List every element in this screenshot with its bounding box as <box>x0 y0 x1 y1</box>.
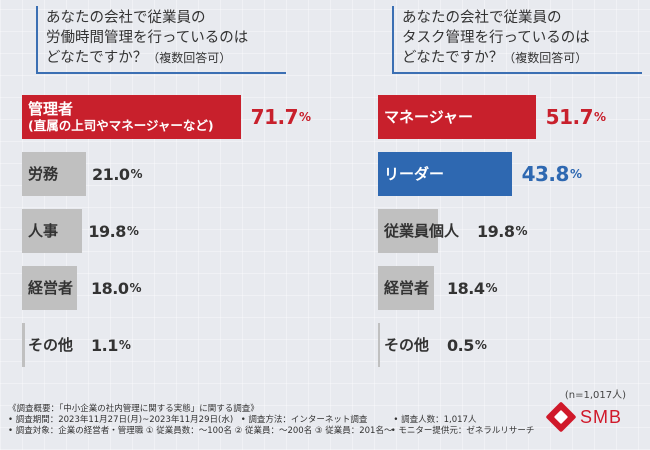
footer-provider: • モニター提供元：ゼネラルリサーチ <box>390 426 535 436</box>
bar-row: 経営者 18.0% <box>22 266 302 310</box>
value-unit: % <box>126 224 139 238</box>
value-label: 19.8% <box>88 209 139 253</box>
value-unit: % <box>299 110 312 124</box>
value-label: 18.4% <box>447 266 498 310</box>
bar-row: 管理者 (直属の上司やマネージャーなど) 71.7% <box>22 95 311 139</box>
logo-mark-icon <box>545 401 577 433</box>
bar-label-main: リーダー <box>384 165 445 183</box>
value-unit: % <box>474 338 487 352</box>
smb-logo: SMB <box>545 401 622 433</box>
bar <box>378 266 435 310</box>
bar-row: 人事 19.8% <box>22 209 302 253</box>
bar-label-main: 従業員個人 <box>384 222 460 240</box>
bar-label-main: その他 <box>28 336 74 354</box>
bar-row: 従業員個人 19.8% <box>378 209 650 253</box>
value-label: 51.7% <box>546 95 606 139</box>
bar-label-sub: (直属の上司やマネージャーなど) <box>28 118 214 133</box>
value-number: 19.8 <box>88 221 126 241</box>
value-unit: % <box>129 281 142 295</box>
bar-label-main: 経営者 <box>384 279 430 297</box>
bar <box>378 152 512 196</box>
title-line: 労働時間管理を行っているのは <box>46 30 249 46</box>
sample-size-note: (n=1,017人) <box>564 390 626 401</box>
bar-row: その他 0.5% <box>378 323 650 367</box>
title-line: どなたですか？ <box>46 50 148 66</box>
bar <box>378 95 536 139</box>
bar-label: 経営者 <box>384 266 429 310</box>
value-number: 51.7 <box>545 105 594 129</box>
footer-target: • 調査対象：企業の経営者・管理職 ① 従業員数：～100名 ② 従業員：～20… <box>8 426 393 436</box>
bar <box>22 323 26 367</box>
bar-label: 労務 <box>28 152 58 196</box>
bar <box>22 95 241 139</box>
value-unit: % <box>569 167 582 181</box>
bar-label: マネージャー <box>384 95 473 139</box>
value-unit: % <box>130 167 143 181</box>
value-number: 71.7 <box>250 105 299 129</box>
value-unit: % <box>118 338 131 352</box>
survey-footer: 《調査概要：「中小企業の社内管理に関する実態」に関する調査》 • 調査期間：20… <box>8 404 538 437</box>
title-line: タスク管理を行っているのは <box>402 30 590 46</box>
bar-chart-right: マネージャー 51.7% リーダー 43.8% 従業員個人 19.8% 経営者 18.4% その… <box>378 95 650 385</box>
title-sub: （複数回答可） <box>503 51 588 65</box>
bar-label: その他 <box>28 323 73 367</box>
bar-row: 経営者 18.4% <box>378 266 650 310</box>
chart-panel-left: あなたの会社で従業員の 労働時間管理を行っているのは どなたですか？（複数回答可… <box>22 0 311 390</box>
bar-label-main: 労務 <box>28 165 59 183</box>
bar-label-main: 管理者 <box>28 100 74 118</box>
bar <box>378 209 439 253</box>
title-line: どなたですか？ <box>402 50 504 66</box>
value-label: 0.5% <box>447 323 487 367</box>
bar-label-main: 経営者 <box>28 279 74 297</box>
title-sub: （複数回答可） <box>147 51 232 65</box>
bar-row: リーダー 43.8% <box>378 152 650 196</box>
bar-chart-left: 管理者 (直属の上司やマネージャーなど) 71.7% 労務 21.0% 人事 19.8% 経営… <box>22 95 311 385</box>
title-line: あなたの会社で従業員の <box>46 10 206 26</box>
bar-label: 経営者 <box>28 266 73 310</box>
logo-text: SMB <box>579 406 622 427</box>
bar-row: 労務 21.0% <box>22 152 302 196</box>
bar <box>22 152 87 196</box>
bar-label-main: マネージャー <box>384 108 473 126</box>
value-number: 18.0 <box>91 278 129 298</box>
value-unit: % <box>594 110 607 124</box>
chart-title-left: あなたの会社で従業員の 労働時間管理を行っているのは どなたですか？（複数回答可… <box>36 6 286 74</box>
bar-label: その他 <box>384 323 429 367</box>
footer-count: • 調査人数：1,017人 <box>393 415 477 425</box>
bar <box>378 323 380 367</box>
value-unit: % <box>515 224 528 238</box>
value-number: 21.0 <box>92 164 130 184</box>
value-label: 21.0% <box>92 152 143 196</box>
chart-title-right: あなたの会社で従業員の タスク管理を行っているのは どなたですか？（複数回答可） <box>392 6 642 74</box>
bar-row: マネージャー 51.7% <box>378 95 650 139</box>
bar-label: 管理者 (直属の上司やマネージャーなど) <box>28 95 214 139</box>
bar <box>22 209 83 253</box>
bar-label: 人事 <box>28 209 58 253</box>
chart-panel-right: あなたの会社で従業員の タスク管理を行っているのは どなたですか？（複数回答可）… <box>378 0 650 390</box>
value-label: 43.8% <box>522 152 582 196</box>
bar-label-main: その他 <box>384 336 430 354</box>
footer-period: • 調査期間：2023年11月27日(月)~2023年11月29日(水) <box>8 415 234 425</box>
value-label: 19.8% <box>477 209 528 253</box>
bar-label: リーダー <box>384 152 444 196</box>
value-number: 0.5 <box>447 335 474 355</box>
footer-method: • 調査方法：インターネット調査 <box>240 415 368 425</box>
bar-row: その他 1.1% <box>22 323 302 367</box>
value-number: 18.4 <box>447 278 485 298</box>
bar-label-main: 人事 <box>28 222 59 240</box>
value-unit: % <box>485 281 498 295</box>
value-label: 1.1% <box>91 323 131 367</box>
value-label: 18.0% <box>91 266 142 310</box>
title-line: あなたの会社で従業員の <box>402 10 562 26</box>
footer-heading: 《調査概要：「中小企業の社内管理に関する実態」に関する調査》 <box>8 404 259 414</box>
value-number: 1.1 <box>91 335 118 355</box>
bar-label: 従業員個人 <box>384 209 459 253</box>
value-number: 19.8 <box>477 221 515 241</box>
value-label: 71.7% <box>251 95 311 139</box>
bar <box>22 266 77 310</box>
value-number: 43.8 <box>521 162 570 186</box>
